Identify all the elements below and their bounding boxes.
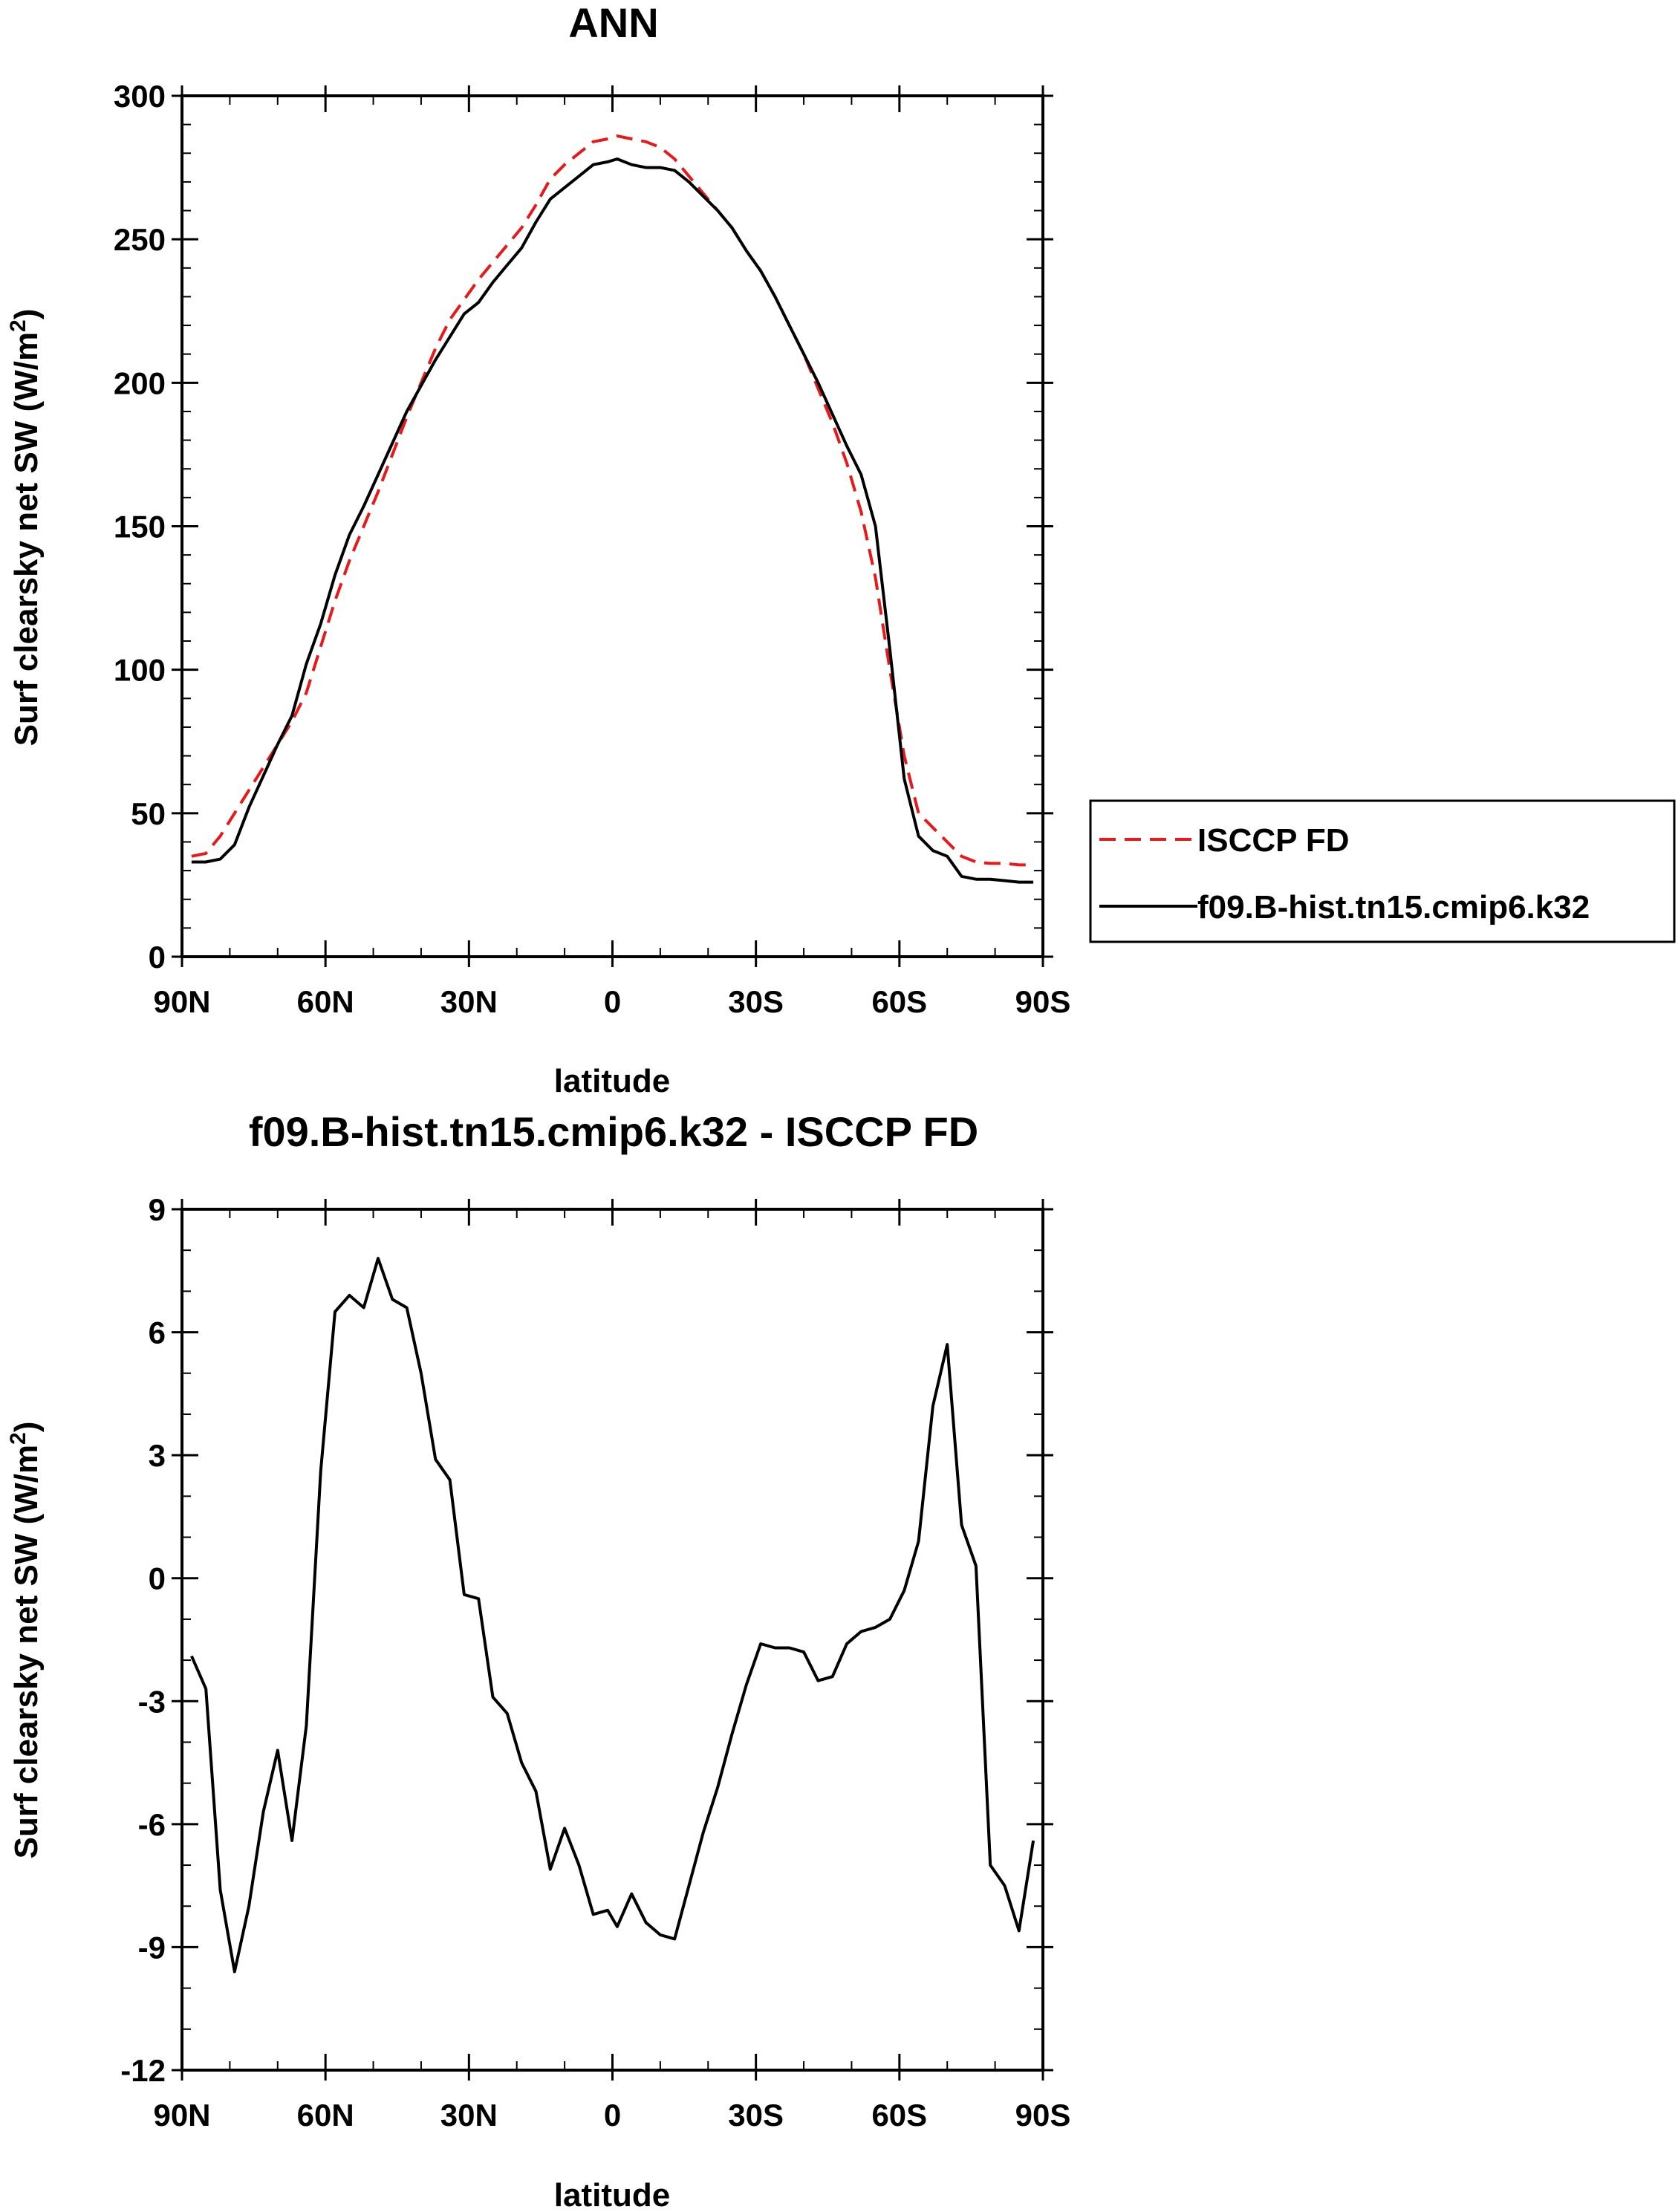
bottom-y-tick-label: -12 — [120, 2053, 166, 2088]
top-series-line-0 — [191, 134, 1034, 867]
top-x-tick-label: 90S — [1015, 984, 1071, 1019]
top-plot-frame — [181, 94, 1044, 958]
bottom-y-tick-label: 9 — [149, 1192, 166, 1227]
legend-box — [1089, 799, 1676, 943]
top-x-tick-label: 90N — [153, 984, 210, 1019]
top-y-tick-label: 300 — [114, 79, 166, 114]
bottom-y-axis-label: Surf clearsky net SW (W/m2) — [6, 1422, 45, 1859]
bottom-plot-frame — [181, 1208, 1044, 2072]
legend: ISCCP FD f09.B-hist.tn15.cmip6.k32 — [1089, 799, 1676, 943]
top-y-tick-label: 200 — [114, 365, 166, 400]
bottom-series-line-0 — [190, 1257, 1035, 1974]
bottom-y-tick-label: 6 — [149, 1315, 166, 1350]
bottom-x-tick-label: 0 — [604, 2098, 621, 2133]
top-y-tick-label: 0 — [149, 940, 166, 975]
legend-label-isccp-fd: ISCCP FD — [1197, 822, 1350, 859]
top-panel: ANN 0 50 100 150 200 250 300 90N 60N 30N 0 30S 60S 90… — [6, 0, 1676, 1099]
top-y-tick-label: 150 — [114, 510, 166, 544]
top-y-axis-label-superscript: 2 — [6, 319, 30, 332]
top-x-tick-label: 30S — [728, 984, 784, 1019]
bottom-y-tick-label: -9 — [138, 1930, 166, 1965]
top-y-axis-label-main: Surf clearsky net SW (W/m — [8, 332, 45, 746]
top-x-tick-label: 60N — [297, 984, 354, 1019]
bottom-y-tick-label: -3 — [138, 1684, 166, 1719]
bottom-plot-area: -12 -9 -6 -3 0 3 6 9 90N 60N 30N 0 30S 60S 90S — [120, 1192, 1070, 2133]
bottom-y-tick-label: -6 — [138, 1807, 166, 1842]
bottom-y-axis-label-main: Surf clearsky net SW (W/m — [8, 1445, 45, 1858]
bottom-y-tick-label: 0 — [149, 1561, 166, 1596]
top-y-tick-label: 50 — [131, 796, 166, 831]
top-series-line-1 — [191, 157, 1034, 884]
bottom-x-tick-label: 60N — [297, 2098, 354, 2133]
bottom-x-tick-label: 30S — [728, 2098, 784, 2133]
bottom-x-tick-label: 90S — [1015, 2098, 1071, 2133]
bottom-y-axis-label-superscript: 2 — [6, 1432, 30, 1445]
bottom-chart-title: f09.B-hist.tn15.cmip6.k32 - ISCCP FD — [249, 1108, 978, 1155]
top-x-axis-label: latitude — [554, 1063, 670, 1099]
top-x-tick-label: 60S — [871, 984, 927, 1019]
top-y-tick-label: 100 — [114, 653, 166, 688]
top-x-tick-label: 30N — [440, 984, 498, 1019]
legend-label-model: f09.B-hist.tn15.cmip6.k32 — [1197, 889, 1590, 926]
top-plot-area: 0 50 100 150 200 250 300 90N 60N 30N 0 30S 60S 90S — [114, 79, 1070, 1019]
bottom-panel: f09.B-hist.tn15.cmip6.k32 - ISCCP FD -12… — [6, 1108, 1071, 2212]
bottom-y-axis-label-close: ) — [8, 1422, 45, 1433]
bottom-x-tick-label: 60S — [871, 2098, 927, 2133]
top-y-tick-label: 250 — [114, 222, 166, 257]
top-x-tick-label: 0 — [604, 984, 621, 1019]
bottom-y-tick-label: 3 — [149, 1438, 166, 1473]
top-chart-title: ANN — [568, 0, 658, 46]
bottom-x-tick-label: 90N — [153, 2098, 210, 2133]
top-y-axis-label: Surf clearsky net SW (W/m2) — [6, 309, 45, 746]
top-y-axis-label-close: ) — [8, 309, 45, 320]
bottom-x-axis-label: latitude — [554, 2177, 670, 2212]
bottom-x-tick-label: 30N — [440, 2098, 498, 2133]
